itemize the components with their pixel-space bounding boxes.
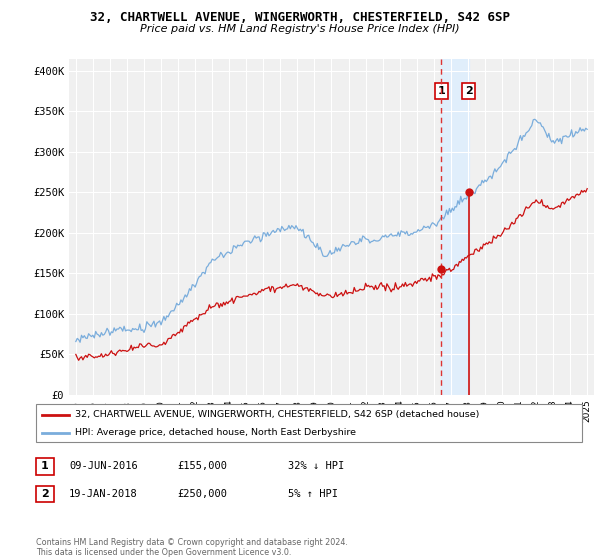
Text: Contains HM Land Registry data © Crown copyright and database right 2024.
This d: Contains HM Land Registry data © Crown c… [36,538,348,557]
Bar [441,59,469,395]
Text: £250,000: £250,000 [177,489,227,499]
Text: 32% ↓ HPI: 32% ↓ HPI [288,461,344,472]
Text: HPI: Average price, detached house, North East Derbyshire: HPI: Average price, detached house, Nort… [75,428,356,437]
Text: 19-JAN-2018: 19-JAN-2018 [69,489,138,499]
Text: 2: 2 [465,86,473,96]
Text: 1: 1 [41,461,49,472]
Text: Price paid vs. HM Land Registry's House Price Index (HPI): Price paid vs. HM Land Registry's House … [140,24,460,34]
Text: 2: 2 [41,489,49,499]
Text: 32, CHARTWELL AVENUE, WINGERWORTH, CHESTERFIELD, S42 6SP (detached house): 32, CHARTWELL AVENUE, WINGERWORTH, CHEST… [75,410,479,419]
Text: 32, CHARTWELL AVENUE, WINGERWORTH, CHESTERFIELD, S42 6SP: 32, CHARTWELL AVENUE, WINGERWORTH, CHEST… [90,11,510,24]
Text: £155,000: £155,000 [177,461,227,472]
Text: 5% ↑ HPI: 5% ↑ HPI [288,489,338,499]
Text: 09-JUN-2016: 09-JUN-2016 [69,461,138,472]
Text: 1: 1 [437,86,445,96]
